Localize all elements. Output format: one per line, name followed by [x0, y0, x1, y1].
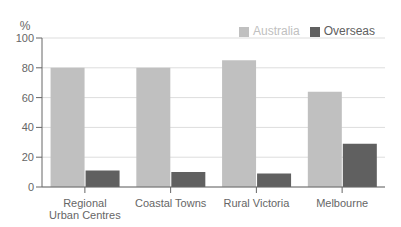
svg-text:100: 100	[16, 32, 34, 44]
html-text:Overseas: Overseas	[323, 24, 375, 38]
svg-text:%: %	[20, 19, 31, 33]
svg-text:RegionalUrban Centres: RegionalUrban Centres	[49, 197, 121, 219]
svg-text:60: 60	[22, 92, 34, 104]
svg-text:20: 20	[22, 151, 34, 163]
svg-text:0: 0	[28, 181, 34, 193]
svg-text:Coastal Towns: Coastal Towns	[135, 197, 207, 209]
svg-text:80: 80	[22, 62, 34, 74]
svg-text:Rural Victoria: Rural Victoria	[223, 197, 290, 209]
html-text:Australia: Australia	[253, 24, 300, 38]
svg-text:Melbourne: Melbourne	[316, 197, 368, 209]
svg-text:40: 40	[22, 121, 34, 133]
